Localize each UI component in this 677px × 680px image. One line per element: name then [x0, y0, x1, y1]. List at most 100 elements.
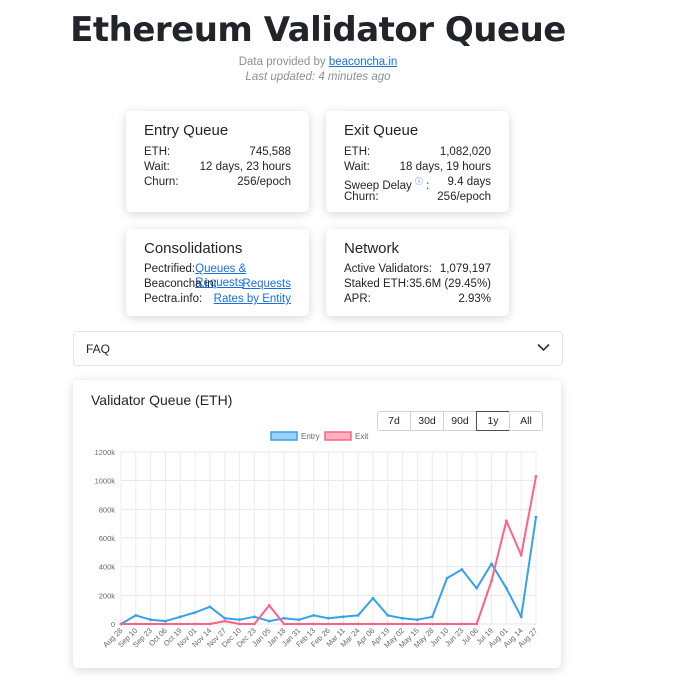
- data-point-entry: [252, 615, 256, 619]
- data-point-exit: [519, 553, 523, 557]
- legend-label-entry: Entry: [301, 432, 320, 441]
- chart-title: Validator Queue (ETH): [91, 392, 233, 408]
- page-title: Ethereum Validator Queue: [70, 10, 566, 50]
- row-label: Wait:: [344, 161, 370, 173]
- data-point-entry: [312, 614, 316, 617]
- exit-wait-row: Wait: 18 days, 19 hours: [344, 160, 491, 174]
- data-point-exit: [386, 622, 390, 626]
- range-all-button[interactable]: All: [509, 411, 543, 431]
- sweep-colon: :: [426, 179, 430, 192]
- row-label: ETH:: [144, 146, 171, 158]
- data-point-entry: [460, 568, 464, 571]
- data-point-entry: [164, 619, 167, 623]
- row-label: APR:: [344, 293, 371, 305]
- row-label: Sweep Delay ⓘ :: [344, 175, 429, 193]
- chart-legend: Entry Exit: [270, 431, 369, 441]
- data-point-exit: [341, 622, 345, 626]
- queues-requests-link[interactable]: Queues & Requests: [195, 263, 247, 289]
- chart-grid: [120, 451, 537, 625]
- data-point-exit: [371, 622, 375, 626]
- data-source-line: Data provided by beaconcha.in: [0, 56, 636, 68]
- consolidations-card: Consolidations Pectrified: Queues & Reque…: [126, 229, 309, 316]
- entry-queue-title: Entry Queue: [144, 122, 229, 139]
- row-value: 9.4 days: [447, 176, 491, 188]
- entry-churn-row: Churn: 256/epoch: [144, 175, 291, 189]
- faq-accordion[interactable]: FAQ: [73, 331, 563, 366]
- row-label: Pectrified:: [144, 263, 196, 275]
- data-point-exit: [445, 622, 449, 626]
- data-point-exit: [430, 622, 434, 626]
- exit-queue-card: Exit Queue ETH: 1,082,020 Wait: 18 days, 1…: [326, 111, 509, 212]
- data-point-entry: [193, 611, 197, 614]
- data-point-exit: [267, 603, 271, 607]
- validator-queue-chart-card: Validator Queue (ETH) 7d 30d 90d 1y All …: [73, 380, 561, 668]
- exit-eth-row: ETH: 1,082,020: [344, 145, 491, 159]
- data-point-exit: [297, 622, 301, 626]
- legend-label-exit: Exit: [355, 432, 369, 441]
- data-point-entry: [475, 586, 479, 590]
- last-updated: Last updated: 4 minutes ago: [245, 71, 391, 83]
- data-point-entry: [416, 618, 419, 622]
- data-point-exit: [490, 579, 493, 583]
- data-point-entry: [401, 616, 405, 620]
- data-point-entry: [238, 618, 241, 622]
- data-point-exit: [504, 519, 508, 523]
- row-label: Churn:: [344, 191, 379, 203]
- data-point-exit: [401, 622, 405, 626]
- requests-link[interactable]: Requests: [242, 278, 291, 290]
- data-point-exit: [312, 622, 316, 626]
- row-value: 35.6M (29.45%): [409, 278, 492, 290]
- row-label: ETH:: [344, 146, 371, 158]
- data-point-exit: [416, 622, 419, 626]
- data-point-entry: [386, 614, 390, 617]
- data-point-entry: [371, 596, 375, 600]
- row-label: Staked ETH:: [344, 278, 410, 290]
- data-point-exit: [356, 622, 360, 626]
- legend-swatch-entry: [270, 431, 298, 441]
- row-label: Beaconcha.in:: [144, 278, 217, 290]
- data-point-exit: [475, 622, 479, 626]
- y-tick-label: 1200k: [95, 448, 116, 457]
- data-point-exit: [223, 619, 227, 623]
- data-point-entry: [267, 619, 271, 623]
- data-point-exit: [534, 474, 538, 478]
- y-tick-label: 600k: [99, 534, 116, 543]
- data-point-exit: [193, 622, 197, 626]
- provider-link[interactable]: beaconcha.in: [328, 56, 398, 68]
- data-point-exit: [149, 622, 153, 626]
- chevron-down-icon[interactable]: [537, 343, 550, 352]
- entry-wait-row: Wait: 12 days, 23 hours: [144, 160, 291, 174]
- data-point-exit: [460, 622, 464, 626]
- data-point-exit: [252, 622, 256, 626]
- data-point-entry: [445, 576, 449, 580]
- data-point-exit: [327, 622, 330, 626]
- row-label: Wait:: [144, 161, 170, 173]
- data-point-entry: [356, 614, 360, 617]
- row-label: Churn:: [144, 176, 179, 188]
- data-point-entry: [430, 615, 434, 619]
- exit-sweep-row: Sweep Delay ⓘ : 9.4 days: [344, 175, 491, 193]
- faq-label: FAQ: [86, 342, 111, 356]
- data-point-entry: [208, 605, 212, 609]
- data-point-entry: [297, 618, 301, 622]
- data-point-exit: [119, 622, 123, 626]
- pectrified-row: Pectrified: Queues & Requests: [144, 262, 291, 290]
- row-value: 256/epoch: [237, 176, 291, 188]
- y-tick-label: 400k: [99, 563, 116, 572]
- consolidations-title: Consolidations: [144, 240, 243, 257]
- network-title: Network: [344, 240, 400, 257]
- rates-by-entity-link[interactable]: Rates by Entity: [213, 293, 291, 305]
- row-value: 12 days, 23 hours: [199, 161, 291, 173]
- data-point-entry: [134, 614, 138, 617]
- range-90d-button[interactable]: 90d: [443, 411, 477, 431]
- info-icon[interactable]: ⓘ: [414, 177, 423, 186]
- active-validators-row: Active Validators: 1,079,197: [344, 262, 491, 276]
- range-selector: 7d 30d 90d 1y All: [377, 411, 543, 431]
- row-value: 2.93%: [458, 293, 491, 305]
- beaconchain-row: Beaconcha.in: Requests: [144, 277, 291, 291]
- row-label: Active Validators:: [344, 263, 432, 275]
- y-axis-ticks: 0 200k 400k 600k 800k 1000k 1200k: [95, 448, 116, 629]
- data-point-exit: [282, 622, 286, 626]
- staked-eth-row: Staked ETH: 35.6M (29.45%): [344, 277, 491, 291]
